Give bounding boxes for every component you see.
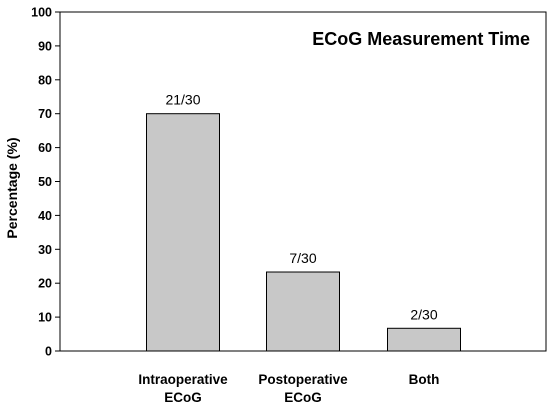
x-axis-labels: Intraoperative ECoG Postoperative ECoG Both: [138, 372, 439, 405]
y-tick-label: 60: [38, 141, 52, 155]
y-tick-label: 30: [38, 243, 52, 257]
bar: [146, 113, 220, 352]
category-label: Intraoperative: [138, 372, 228, 387]
y-tick-label: 90: [38, 39, 52, 53]
y-tick-label: 20: [38, 277, 52, 291]
category-label: ECoG: [284, 390, 322, 405]
bars: 21/30 7/30 2/30: [146, 92, 461, 352]
y-tick-label: 70: [38, 107, 52, 121]
bar: [387, 327, 461, 352]
y-tick-label: 40: [38, 209, 52, 223]
y-tick-label: 100: [31, 6, 52, 20]
data-label: 2/30: [410, 306, 437, 322]
y-tick-label: 0: [45, 345, 52, 359]
y-tick-label: 10: [38, 311, 52, 325]
y-tick-label: 80: [38, 73, 52, 87]
data-label: 21/30: [165, 92, 200, 108]
category-label: ECoG: [164, 390, 202, 405]
y-axis-title: Percentage (%): [4, 137, 20, 238]
category-label: Both: [409, 372, 440, 387]
y-axis: 0 10 20 30 40 50 60 70 80 90 100: [31, 6, 60, 359]
category-label: Postoperative: [258, 372, 348, 387]
data-label: 7/30: [289, 250, 316, 266]
chart-title: ECoG Measurement Time: [312, 29, 530, 49]
y-tick-label: 50: [38, 175, 52, 189]
bar: [266, 271, 340, 352]
